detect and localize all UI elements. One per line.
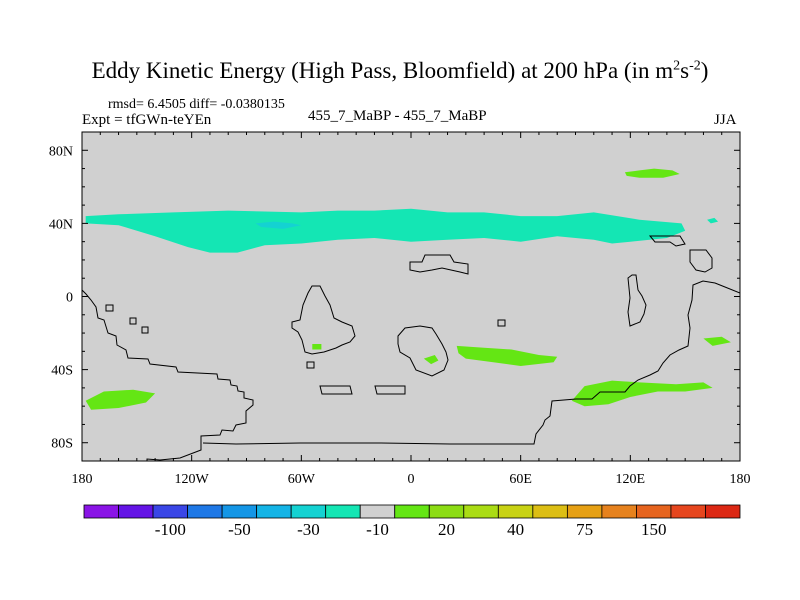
colorbar-label: 75 <box>576 520 593 539</box>
colorbar-swatch <box>463 504 499 519</box>
colorbar-swatch <box>152 504 188 519</box>
x-tick-label: 60E <box>509 472 532 487</box>
colorbar-label: 40 <box>507 520 524 539</box>
x-tick-label: 60W <box>288 472 316 487</box>
colorbar-label: -10 <box>366 520 389 539</box>
south-america-outline <box>291 285 356 355</box>
colorbar-label: -30 <box>297 520 320 539</box>
asia-outline <box>627 274 647 327</box>
colorbar-swatch <box>497 504 534 519</box>
colorbar-swatch <box>256 504 292 519</box>
colorbar-label: 150 <box>641 520 667 539</box>
field-region-nh-midlat-core <box>255 221 302 229</box>
field-region-nh-midlat-band <box>85 208 686 253</box>
field-region-s-australia-patch <box>571 380 713 407</box>
small-island-5 <box>306 361 315 369</box>
x-tick-label: 0 <box>408 472 415 487</box>
comparison-label: 455_7_MaBP - 455_7_MaBP <box>308 108 487 124</box>
colorbar-swatch <box>428 504 465 519</box>
kamchatka-outline <box>648 235 686 247</box>
y-tick-label: 40N <box>49 217 73 232</box>
colorbar: -100 -50 -30 -10 20 40 75 150 <box>83 504 741 539</box>
y-tick-label: 80S <box>51 437 73 452</box>
experiment-label: Expt = tfGWn-teYEn <box>82 112 212 128</box>
colorbar-swatch <box>83 504 119 519</box>
colorbar-swatch <box>636 504 672 519</box>
alaska-outline <box>689 249 713 273</box>
axes-layer: 180 120W 60W 0 60E 120E 180 80N 40N 0 40S 80S <box>49 131 751 487</box>
antarctica-coastline <box>82 289 254 461</box>
south-atlantic-island-2 <box>374 385 406 395</box>
small-island-2 <box>129 317 137 325</box>
colorbar-swatch <box>359 504 396 519</box>
stats-text: rmsd= 6.4505 diff= -0.0380135 <box>108 97 285 112</box>
y-tick-label: 80N <box>49 144 73 159</box>
colorbar-swatch <box>118 504 154 519</box>
x-tick-label: 180 <box>730 472 751 487</box>
colorbar-swatch <box>394 504 430 519</box>
africa-outline <box>397 325 449 377</box>
x-tick-label: 120W <box>175 472 210 487</box>
x-tick-label: 180 <box>72 472 93 487</box>
colorbar-swatch <box>601 504 637 519</box>
field-region-ne-pacific-patch <box>707 217 719 224</box>
colorbar-swatch <box>290 504 327 519</box>
field-region-n-asia-patch <box>624 168 680 178</box>
map-background <box>82 132 740 461</box>
colorbar-swatch <box>705 504 741 519</box>
south-america-antarctic-coast <box>202 280 740 445</box>
y-tick-label: 40S <box>51 364 73 379</box>
field-region-s-africa-dot <box>423 355 439 365</box>
field-region-w-pacific-south-patch <box>85 389 156 410</box>
colorbar-swatch <box>566 504 603 519</box>
field-region-s-america-dot <box>312 344 322 350</box>
field-region-se-pacific-patch <box>703 336 731 346</box>
field-region-s-indian-ocean-patch <box>456 345 558 366</box>
season-label: JJA <box>714 112 737 128</box>
x-tick-label: 120E <box>616 472 646 487</box>
colorbar-swatch <box>532 504 568 519</box>
colorbar-swatch <box>325 504 361 519</box>
colorbar-swatch <box>187 504 223 519</box>
small-island-4 <box>497 319 506 327</box>
colorbar-label: -50 <box>228 520 251 539</box>
gulf-coast <box>409 254 469 275</box>
colorbar-label: 20 <box>438 520 455 539</box>
south-atlantic-island-1 <box>319 385 353 395</box>
colorbar-swatch <box>221 504 258 519</box>
small-island-1 <box>105 304 114 312</box>
field-layer <box>85 168 731 410</box>
coastline-layer <box>82 235 740 461</box>
small-island-3 <box>141 326 149 334</box>
colorbar-label: -100 <box>155 520 186 539</box>
y-tick-label: 0 <box>66 291 73 306</box>
colorbar-swatch <box>670 504 706 519</box>
chart-title: Eddy Kinetic Energy (High Pass, Bloomfie… <box>91 58 709 83</box>
